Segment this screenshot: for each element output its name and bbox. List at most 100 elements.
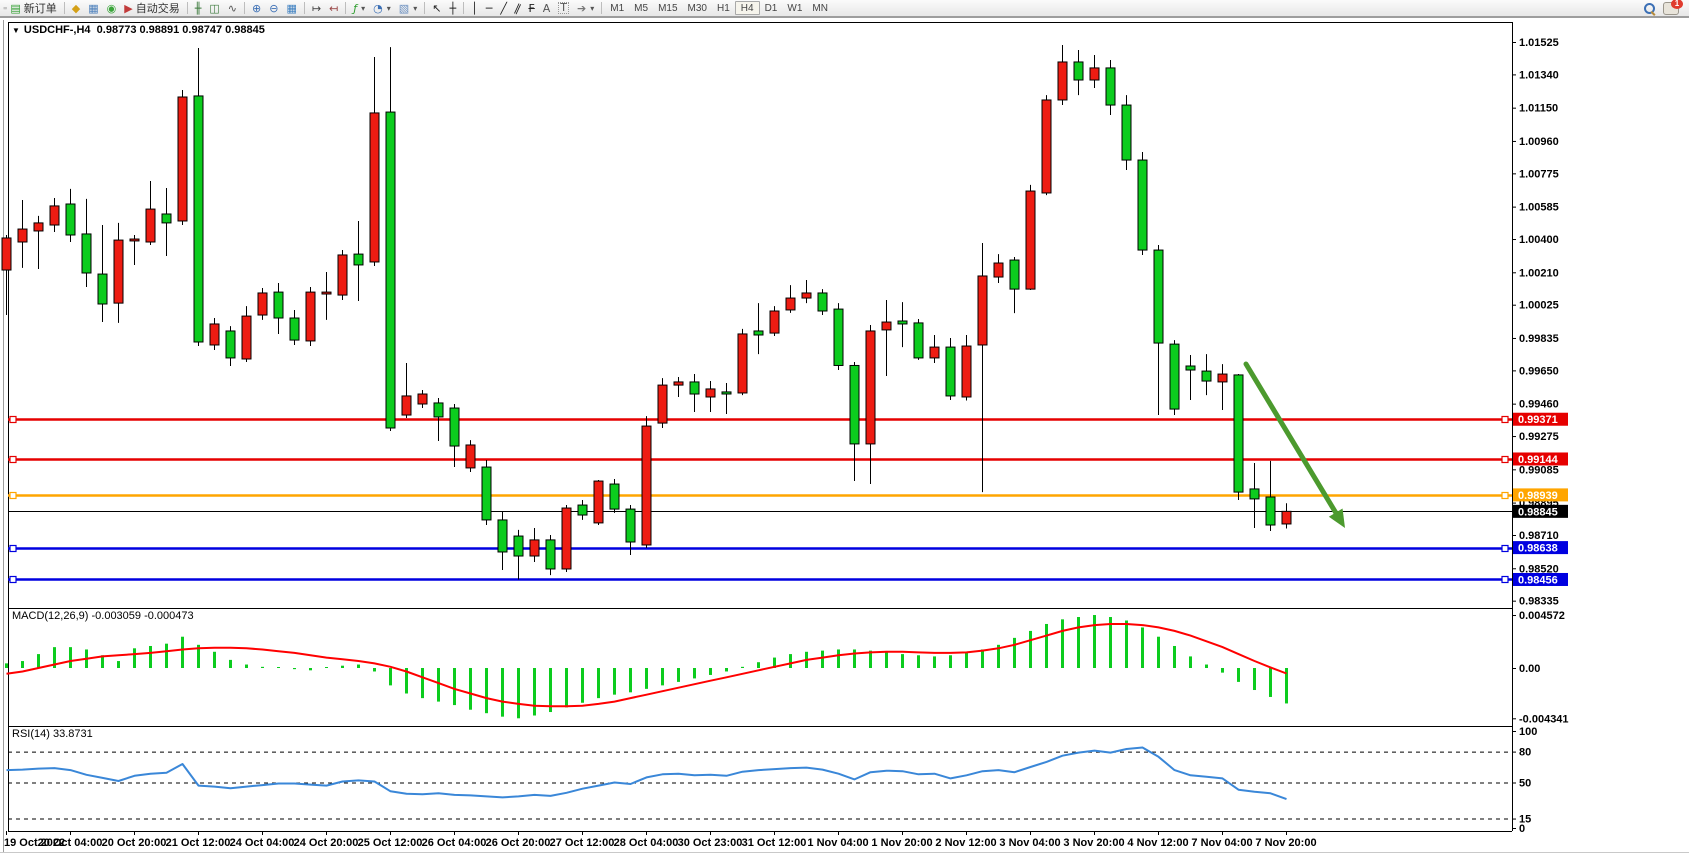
candle-body bbox=[833, 308, 844, 366]
macd-current-values: -0.003059 -0.000473 bbox=[91, 610, 194, 622]
candle-body bbox=[849, 364, 860, 445]
indicators-icon: ƒ bbox=[353, 1, 358, 15]
cursor-icon: ↖ bbox=[432, 1, 442, 15]
macd-indicator-label: MACD(12,26,9) -0.003059 -0.000473 bbox=[12, 610, 194, 622]
search-icon[interactable] bbox=[1644, 2, 1656, 16]
time-tick-label: 26 Oct 04:00 bbox=[422, 837, 487, 849]
timeframe-M15[interactable]: M15 bbox=[658, 2, 678, 14]
hline-handle[interactable] bbox=[1501, 415, 1509, 424]
fibonacci-button[interactable]: F bbox=[524, 1, 538, 16]
timeframe-M30[interactable]: M30 bbox=[687, 2, 707, 14]
candle-body bbox=[113, 239, 124, 304]
hline-handle[interactable] bbox=[1501, 575, 1509, 584]
time-tick-label: 2 Nov 12:00 bbox=[935, 837, 996, 849]
candle-body bbox=[577, 504, 588, 516]
separator bbox=[424, 2, 426, 14]
candle-body bbox=[785, 297, 796, 311]
trendline-button[interactable]: ╱ bbox=[496, 1, 511, 16]
auto-scroll-button[interactable]: ↦ bbox=[308, 1, 325, 16]
candle-body bbox=[1073, 61, 1084, 81]
line-chart-button[interactable]: ∿ bbox=[224, 1, 241, 16]
hline-price-text: 0.99144 bbox=[1518, 454, 1559, 466]
hline-handle[interactable] bbox=[1501, 455, 1509, 464]
candlestick-chart-icon: ◫ bbox=[209, 1, 220, 15]
hline-handle[interactable] bbox=[1501, 544, 1509, 553]
dropdown-arrow-icon: ▾ bbox=[590, 3, 595, 13]
candle-body bbox=[721, 391, 732, 395]
periods-button[interactable]: ◔ ▾ bbox=[369, 1, 395, 16]
hline-price-box bbox=[1513, 541, 1568, 555]
candle-body bbox=[1, 237, 12, 271]
candle-body bbox=[865, 330, 876, 445]
timeframe-M5[interactable]: M5 bbox=[634, 2, 649, 14]
zoom-in-button[interactable]: ⊕ bbox=[248, 1, 265, 16]
templates-icon: ▧ bbox=[398, 1, 410, 15]
hline-price-box bbox=[1513, 452, 1568, 466]
candle-body bbox=[1057, 61, 1068, 101]
signals-button[interactable]: ◉ bbox=[103, 1, 121, 16]
hline-price-text: 0.98845 bbox=[1518, 506, 1558, 518]
horizontal-line-button[interactable]: ─ bbox=[482, 1, 497, 16]
horizontal-lines bbox=[8, 415, 1512, 584]
notifications-icon[interactable]: 1 bbox=[1663, 0, 1683, 15]
hline-handle[interactable] bbox=[9, 575, 17, 584]
zoom-out-button[interactable]: ⊖ bbox=[265, 1, 282, 16]
candlestick-chart-button[interactable]: ◫ bbox=[205, 1, 223, 16]
candle-body bbox=[289, 317, 300, 341]
hline-handle[interactable] bbox=[9, 491, 17, 500]
candle-body bbox=[593, 480, 604, 524]
candle-body bbox=[33, 222, 44, 232]
price-tick-label: 0.99085 bbox=[1519, 464, 1559, 476]
price-tick-label: 1.01525 bbox=[1519, 37, 1559, 49]
trend-arrow[interactable] bbox=[1243, 361, 1345, 528]
candle-body bbox=[241, 315, 252, 360]
symbols-button[interactable]: ◆ bbox=[68, 1, 84, 16]
price-tick-label: 1.00775 bbox=[1519, 168, 1559, 180]
candle-body bbox=[65, 203, 76, 236]
dropdown-arrow-icon: ▾ bbox=[386, 3, 391, 13]
autotrading-button[interactable]: ▶ 自动交易 bbox=[120, 1, 183, 16]
text-label-button[interactable]: T bbox=[554, 1, 573, 16]
time-tick-label: 7 Nov 04:00 bbox=[1191, 837, 1252, 849]
timeframe-D1[interactable]: D1 bbox=[764, 2, 778, 14]
collapse-chart-icon[interactable]: ▼ bbox=[12, 26, 20, 35]
new-order-button[interactable]: ▤ 新订单 bbox=[6, 1, 60, 16]
hline-handle[interactable] bbox=[1501, 491, 1509, 500]
hline-handle[interactable] bbox=[9, 415, 17, 424]
notification-badge: 1 bbox=[1671, 0, 1683, 9]
time-tick-label: 24 Oct 20:00 bbox=[294, 837, 359, 849]
tile-windows-button[interactable]: ▦ bbox=[282, 1, 300, 16]
candle-body bbox=[209, 323, 220, 346]
candle-body bbox=[417, 393, 428, 405]
rsi-tick-label: 15 bbox=[1519, 814, 1531, 826]
timeframe-W1[interactable]: W1 bbox=[787, 2, 803, 14]
candle-body bbox=[433, 402, 444, 418]
arrows-shapes-button[interactable]: ➔ ▾ bbox=[573, 1, 598, 16]
templates-button[interactable]: ▧ ▾ bbox=[395, 1, 421, 16]
bar-chart-button[interactable]: ╫ bbox=[191, 1, 206, 16]
rsi-tick-label: 50 bbox=[1519, 778, 1531, 790]
cursor-button[interactable]: ↖ bbox=[428, 1, 445, 16]
vertical-line-button[interactable]: │ bbox=[467, 1, 482, 16]
time-tick-label: 3 Nov 04:00 bbox=[999, 837, 1060, 849]
periods-clock-icon: ◔ bbox=[373, 1, 383, 15]
timeframe-M1[interactable]: M1 bbox=[610, 2, 625, 14]
timeframe-MN[interactable]: MN bbox=[812, 2, 828, 14]
crosshair-button[interactable]: ┼ bbox=[445, 1, 460, 16]
hline-handle[interactable] bbox=[9, 544, 17, 553]
hline-handle[interactable] bbox=[9, 455, 17, 464]
chart-shift-button[interactable]: ↤ bbox=[325, 1, 342, 16]
timeframe-H4[interactable]: H4 bbox=[734, 1, 760, 15]
time-tick-label: 25 Oct 12:00 bbox=[358, 837, 423, 849]
timeframe-H1[interactable]: H1 bbox=[716, 2, 730, 14]
price-tick-label: 1.00210 bbox=[1519, 267, 1559, 279]
candle-body bbox=[929, 346, 940, 359]
text-button[interactable]: A bbox=[539, 1, 555, 16]
macd-tick-label: 0.00 bbox=[1519, 663, 1540, 675]
candle-body bbox=[193, 95, 204, 343]
indicators-button[interactable]: ƒ ▾ bbox=[349, 1, 369, 16]
ohlc-values: 0.98773 0.98891 0.98747 0.98845 bbox=[96, 24, 265, 36]
market-watch-button[interactable]: ▦ bbox=[84, 1, 102, 16]
